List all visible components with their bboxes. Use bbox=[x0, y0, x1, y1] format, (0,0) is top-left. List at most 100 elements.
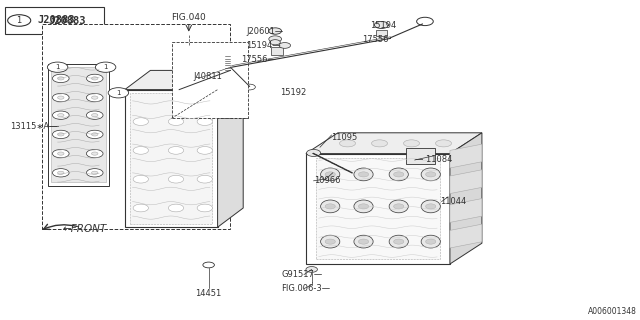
Ellipse shape bbox=[421, 235, 440, 248]
Text: — 11084: — 11084 bbox=[415, 156, 452, 164]
Ellipse shape bbox=[321, 200, 340, 213]
Polygon shape bbox=[306, 133, 482, 154]
Circle shape bbox=[47, 62, 68, 72]
Circle shape bbox=[194, 90, 207, 96]
Polygon shape bbox=[450, 133, 482, 264]
Text: A006001348: A006001348 bbox=[588, 308, 637, 316]
Polygon shape bbox=[450, 198, 482, 222]
Circle shape bbox=[133, 147, 148, 154]
Circle shape bbox=[358, 172, 369, 177]
Circle shape bbox=[92, 133, 98, 136]
Ellipse shape bbox=[435, 140, 452, 147]
Circle shape bbox=[52, 169, 69, 177]
Circle shape bbox=[168, 118, 184, 125]
Circle shape bbox=[52, 111, 69, 119]
Bar bbox=[316, 158, 440, 259]
Ellipse shape bbox=[404, 140, 420, 147]
Circle shape bbox=[52, 93, 69, 102]
Bar bbox=[306, 154, 450, 264]
Circle shape bbox=[133, 118, 148, 125]
Circle shape bbox=[92, 77, 98, 80]
Bar bbox=[172, 42, 248, 118]
Circle shape bbox=[394, 239, 404, 244]
Circle shape bbox=[220, 65, 235, 73]
Polygon shape bbox=[450, 224, 482, 248]
Text: 1: 1 bbox=[17, 16, 22, 25]
Text: 15194—: 15194— bbox=[246, 41, 281, 50]
Circle shape bbox=[197, 175, 212, 183]
Ellipse shape bbox=[340, 140, 356, 147]
Bar bbox=[187, 80, 216, 115]
Circle shape bbox=[86, 111, 103, 119]
Text: ←FRONT: ←FRONT bbox=[63, 224, 107, 234]
Text: FIG.040: FIG.040 bbox=[172, 13, 206, 22]
Circle shape bbox=[8, 15, 31, 26]
Circle shape bbox=[168, 147, 184, 154]
Circle shape bbox=[133, 204, 148, 212]
Bar bbox=[406, 148, 435, 164]
Circle shape bbox=[52, 130, 69, 139]
Text: J20883: J20883 bbox=[37, 15, 75, 26]
Text: 1: 1 bbox=[103, 64, 108, 70]
Bar bbox=[51, 67, 106, 182]
Text: 17556: 17556 bbox=[362, 36, 388, 44]
Circle shape bbox=[426, 239, 436, 244]
Ellipse shape bbox=[421, 168, 440, 181]
Circle shape bbox=[92, 152, 98, 155]
Circle shape bbox=[244, 84, 255, 90]
Ellipse shape bbox=[354, 168, 373, 181]
Circle shape bbox=[374, 21, 388, 28]
Text: 1: 1 bbox=[116, 90, 121, 96]
Circle shape bbox=[133, 175, 148, 183]
Circle shape bbox=[86, 130, 103, 139]
Bar bbox=[271, 47, 283, 55]
Text: 15194: 15194 bbox=[370, 21, 396, 30]
Text: 1: 1 bbox=[55, 64, 60, 70]
Text: J20601—: J20601— bbox=[246, 28, 284, 36]
Ellipse shape bbox=[354, 235, 373, 248]
Circle shape bbox=[325, 239, 335, 244]
Text: J20883: J20883 bbox=[48, 16, 86, 26]
Circle shape bbox=[417, 17, 433, 26]
Bar bbox=[125, 90, 218, 227]
Ellipse shape bbox=[389, 168, 408, 181]
Circle shape bbox=[358, 204, 369, 209]
Circle shape bbox=[306, 267, 317, 272]
Polygon shape bbox=[450, 144, 482, 168]
Circle shape bbox=[426, 172, 436, 177]
Bar bbox=[48, 64, 109, 186]
Circle shape bbox=[58, 114, 64, 117]
Text: 10966: 10966 bbox=[314, 176, 340, 185]
Bar bbox=[5, 7, 104, 34]
Circle shape bbox=[203, 262, 214, 268]
Ellipse shape bbox=[321, 168, 340, 181]
Circle shape bbox=[92, 96, 98, 99]
Circle shape bbox=[325, 204, 335, 209]
Ellipse shape bbox=[371, 140, 388, 147]
Circle shape bbox=[108, 88, 129, 98]
Polygon shape bbox=[450, 170, 482, 194]
Circle shape bbox=[307, 149, 321, 156]
Circle shape bbox=[86, 74, 103, 83]
Circle shape bbox=[86, 93, 103, 102]
Circle shape bbox=[52, 149, 69, 158]
Circle shape bbox=[197, 204, 212, 212]
Circle shape bbox=[58, 77, 64, 80]
Polygon shape bbox=[218, 70, 243, 227]
Text: 14451: 14451 bbox=[195, 289, 222, 298]
Polygon shape bbox=[125, 70, 243, 90]
Ellipse shape bbox=[354, 200, 373, 213]
Text: 17556—: 17556— bbox=[241, 55, 276, 64]
Circle shape bbox=[270, 40, 280, 45]
Text: 15192: 15192 bbox=[280, 88, 306, 97]
Circle shape bbox=[95, 62, 116, 72]
Ellipse shape bbox=[421, 200, 440, 213]
Circle shape bbox=[168, 204, 184, 212]
Ellipse shape bbox=[389, 235, 408, 248]
Circle shape bbox=[197, 147, 212, 154]
Circle shape bbox=[58, 96, 64, 99]
Circle shape bbox=[279, 43, 291, 48]
Circle shape bbox=[325, 172, 335, 177]
Circle shape bbox=[394, 172, 404, 177]
Text: 11095: 11095 bbox=[332, 133, 358, 142]
